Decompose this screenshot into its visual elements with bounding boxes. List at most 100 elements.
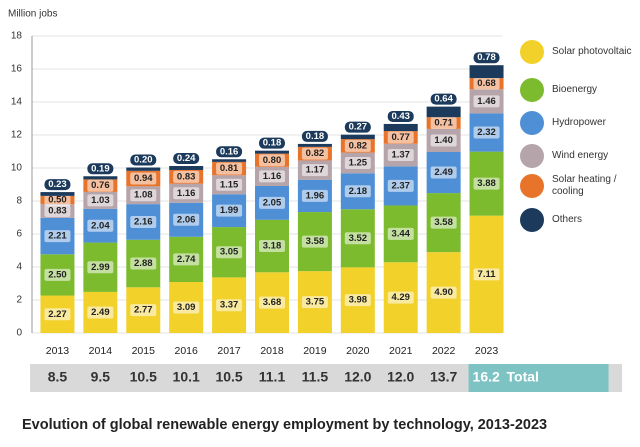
x-tick-label: 2023 (475, 345, 499, 357)
value-label: 0.18 (263, 138, 282, 149)
label-bg (216, 162, 243, 175)
value-label: 7.11 (478, 269, 497, 280)
total-value: 8.5 (48, 369, 68, 385)
label-bg (473, 77, 500, 90)
value-label: 1.16 (177, 188, 196, 199)
label-bg (87, 261, 114, 274)
label-bg (173, 213, 200, 226)
label-pill (130, 154, 157, 166)
legend-icon (520, 208, 544, 232)
label-bg (44, 204, 71, 217)
x-tick-label: 2014 (89, 345, 113, 357)
value-label: 1.46 (477, 96, 496, 107)
legend-item: Others (520, 208, 640, 232)
label-bg (430, 166, 457, 179)
value-label: 1.40 (434, 135, 453, 146)
label-bg (44, 308, 71, 321)
x-tick-label: 2019 (303, 345, 327, 357)
label-bg (430, 134, 457, 147)
y-tick-label: 10 (11, 163, 23, 174)
value-label: 0.43 (391, 111, 410, 122)
label-bg (301, 235, 328, 248)
legend-label: Solar heating / cooling (552, 174, 617, 197)
chart-title: Evolution of global renewable energy emp… (22, 417, 547, 433)
value-label: 0.68 (477, 78, 496, 89)
bar-segment (212, 159, 247, 162)
label-bg (473, 95, 500, 108)
label-bg (130, 257, 157, 270)
legend-icon (520, 111, 544, 135)
value-label: 4.90 (434, 287, 453, 298)
label-bg (430, 216, 457, 229)
label-pill (473, 52, 500, 64)
legend-item: Hydropower (520, 111, 640, 135)
value-label: 2.27 (48, 309, 67, 320)
legend-icon (520, 144, 544, 168)
value-label: 0.71 (434, 118, 453, 129)
y-tick-label: 0 (16, 328, 22, 339)
value-label: 0.81 (220, 163, 239, 174)
value-label: 0.23 (48, 179, 67, 190)
x-tick-label: 2017 (217, 345, 241, 357)
value-label: 1.99 (220, 205, 239, 216)
value-label: 0.83 (48, 205, 67, 216)
label-bg (301, 189, 328, 202)
value-label: 4.29 (391, 292, 410, 303)
value-label: 0.82 (306, 148, 325, 159)
label-bg (387, 131, 414, 144)
legend-icon (520, 78, 544, 102)
value-label: 0.19 (91, 163, 110, 174)
label-bg (259, 296, 285, 309)
value-label: 0.83 (177, 171, 196, 182)
value-label: 2.06 (177, 214, 196, 225)
total-highlight (468, 364, 609, 392)
label-bg (44, 194, 71, 207)
value-label: 2.50 (48, 269, 67, 280)
value-label: 2.49 (434, 167, 453, 178)
label-pill (344, 121, 371, 133)
x-tick-label: 2020 (346, 345, 370, 357)
value-label: 3.05 (220, 247, 239, 258)
label-bg (344, 185, 371, 198)
label-bg (130, 304, 157, 317)
total-label: Total (507, 369, 539, 385)
x-tick-label: 2018 (260, 345, 284, 357)
x-tick-label: 2021 (389, 345, 413, 357)
label-pill (430, 93, 457, 105)
total-value: 12.0 (387, 369, 414, 385)
bar-segment (297, 143, 332, 147)
label-bg (301, 147, 328, 160)
label-bg (130, 215, 157, 228)
label-bg (44, 230, 71, 243)
label-bg (216, 178, 243, 191)
label-bg (130, 172, 157, 185)
value-label: 3.09 (177, 302, 196, 313)
bar-segment (126, 167, 161, 171)
label-bg (301, 296, 328, 309)
value-label: 2.37 (391, 180, 410, 191)
value-label: 1.17 (306, 165, 325, 176)
legend-item: Bioenergy (520, 78, 640, 102)
label-bg (259, 196, 285, 209)
label-bg (87, 306, 114, 319)
value-label: 2.16 (134, 216, 153, 227)
label-bg (344, 139, 371, 152)
label-bg (259, 170, 285, 183)
legend-label: Hydropower (552, 117, 606, 128)
label-bg (344, 156, 371, 169)
label-bg (130, 189, 157, 202)
total-value: 11.5 (302, 369, 329, 385)
label-pill (216, 146, 243, 158)
value-label: 0.76 (91, 180, 110, 191)
bar-segment (83, 176, 118, 180)
label-bg (173, 301, 200, 314)
label-bg (259, 240, 285, 253)
label-bg (216, 299, 243, 312)
label-bg (387, 149, 414, 162)
x-tick-label: 2015 (132, 345, 156, 357)
total-value: 12.0 (344, 369, 371, 385)
legend-icon (520, 174, 544, 198)
label-bg (173, 187, 200, 200)
label-bg (473, 268, 500, 281)
value-label: 2.49 (91, 307, 110, 318)
